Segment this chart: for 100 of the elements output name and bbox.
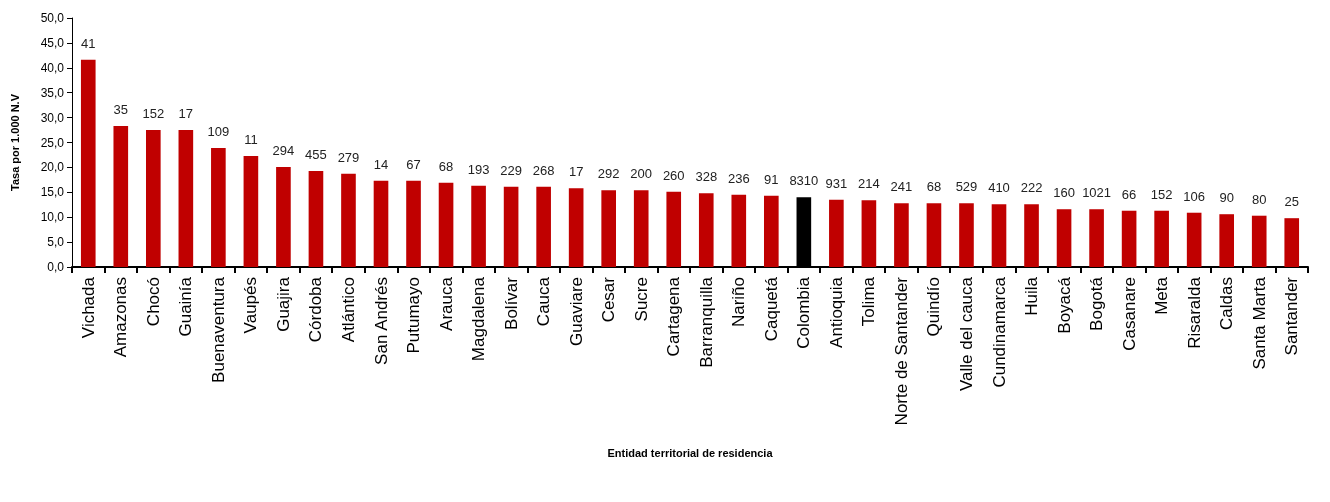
bar: [1024, 204, 1039, 267]
x-tick-label: Meta: [1152, 276, 1172, 315]
bar: [764, 195, 779, 267]
bar: [1186, 212, 1202, 267]
annotation: 410: [988, 180, 1010, 196]
bar: [80, 59, 96, 267]
annotation: 8310: [789, 173, 819, 189]
bar: [341, 173, 356, 267]
annotation: 1021: [1082, 185, 1112, 201]
bar: [926, 203, 942, 267]
bar: [861, 200, 877, 267]
x-tick-label: Vaupés: [241, 277, 261, 334]
bar: [633, 190, 649, 267]
annotation: 25: [1284, 194, 1299, 210]
x-tick-label: Valle del cauca: [956, 276, 976, 392]
bar: [243, 155, 259, 267]
y-axis-title: Tasa por 1.000 N.V: [8, 93, 21, 192]
bar: [146, 130, 161, 267]
x-tick-label: Bogotá: [1087, 276, 1107, 331]
annotation: 529: [955, 179, 978, 195]
x-tick-label: Cesar: [599, 276, 619, 323]
x-tick-label: Chocó: [143, 277, 163, 327]
x-tick-label: Sucre: [631, 277, 651, 322]
x-tick-label: Guajira: [273, 276, 293, 332]
x-tick-label: Cundinamarca: [989, 276, 1009, 388]
annotation: 214: [858, 176, 880, 192]
annotation: 14: [373, 156, 389, 172]
bar: [211, 147, 226, 267]
annotation: 152: [1150, 186, 1173, 202]
x-tick-label: Santander: [1282, 276, 1302, 356]
x-tick-label: Quindío: [924, 277, 944, 337]
bar: [1284, 218, 1300, 267]
x-tick-label: Antioquia: [826, 276, 846, 348]
bar: [113, 126, 129, 267]
annotation: 241: [890, 179, 913, 195]
bar: [406, 180, 421, 267]
bar: [1089, 209, 1104, 267]
y-tick-label: 15,0: [40, 185, 65, 200]
x-tick-label: Atlántico: [338, 277, 358, 343]
bar: [308, 170, 324, 267]
bar: [276, 166, 291, 267]
x-axis-title: Entidad territorial de residencia: [607, 446, 774, 459]
y-tick-label: 20,0: [40, 160, 65, 175]
x-tick-label: Boyacá: [1054, 276, 1074, 334]
annotation: 229: [500, 162, 522, 178]
bar: [438, 182, 454, 267]
annotation: 66: [1121, 186, 1137, 202]
x-tick-label: Caldas: [1217, 277, 1237, 330]
annotation: 279: [337, 149, 360, 165]
bar: [471, 185, 486, 267]
bar: [601, 190, 616, 267]
annotation: 260: [662, 167, 685, 183]
annotation: 200: [630, 166, 653, 182]
annotation: 91: [764, 171, 779, 187]
bar: [1121, 210, 1137, 267]
y-tick-label: 10,0: [40, 210, 65, 225]
annotation: 109: [207, 123, 230, 139]
x-tick-label: Córdoba: [306, 276, 326, 343]
x-tick-label: Magdalena: [469, 276, 489, 362]
bar: [731, 194, 747, 267]
annotation: 193: [467, 161, 490, 177]
x-tick-label: Guainía: [176, 276, 196, 337]
x-tick-label: Colombia: [794, 276, 814, 349]
x-tick-label: Amazonas: [111, 277, 131, 358]
annotation: 106: [1183, 188, 1206, 204]
x-tick-label: Norte de Santander: [891, 276, 911, 426]
bar: [568, 188, 584, 267]
annotation: 292: [597, 166, 620, 182]
annotation: 11: [244, 131, 258, 147]
y-tick-label: 0,0: [47, 260, 65, 274]
y-tick-label: 45,0: [40, 35, 65, 50]
annotation: 160: [1053, 185, 1075, 201]
bar: [178, 130, 194, 267]
annotation: 90: [1219, 190, 1234, 206]
annotation: 268: [532, 162, 555, 178]
x-tick-label: Huila: [1022, 276, 1042, 316]
annotation: 17: [568, 164, 584, 180]
annotation: 328: [695, 169, 718, 185]
y-tick-label: 25,0: [40, 135, 65, 150]
x-tick-label: Nariño: [729, 277, 749, 328]
x-tick-label: Arauca: [436, 276, 456, 331]
bar: [503, 186, 519, 267]
y-tick-label: 50,0: [40, 11, 65, 25]
x-tick-label: Santa Marta: [1249, 276, 1269, 370]
bar: [698, 193, 714, 267]
annotation: 455: [305, 146, 327, 162]
bar: [1154, 210, 1169, 267]
x-tick-label: Cauca: [534, 276, 554, 327]
x-tick-label: Barranquilla: [696, 276, 716, 368]
bar: [666, 191, 682, 267]
annotation: 80: [1251, 191, 1267, 207]
bar: [991, 204, 1007, 267]
x-tick-label: San Andrés: [371, 277, 391, 365]
x-tick-label: Risaralda: [1184, 276, 1204, 349]
x-tick-label: Bolívar: [501, 276, 521, 330]
y-tick-label: 5,0: [47, 235, 65, 250]
bar: [829, 199, 844, 267]
annotation: 68: [438, 158, 454, 174]
y-tick-label: 30,0: [40, 110, 65, 125]
annotation: 17: [178, 106, 194, 122]
